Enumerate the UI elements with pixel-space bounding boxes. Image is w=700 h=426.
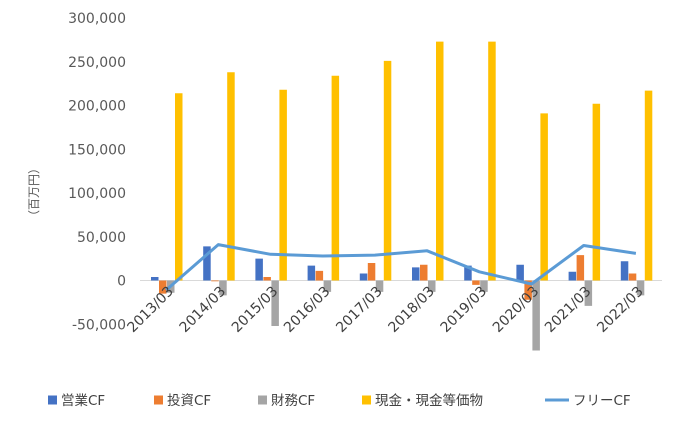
bar <box>428 280 436 292</box>
bar <box>644 90 653 281</box>
legend-label: 営業CF <box>61 393 105 409</box>
bar <box>271 280 279 326</box>
bar <box>524 280 532 300</box>
legend-label: 投資CF <box>167 393 211 409</box>
bar <box>420 264 428 281</box>
x-tick-label: 2019/03 <box>438 284 490 336</box>
bar <box>532 280 540 351</box>
x-tick-label: 2017/03 <box>333 284 385 336</box>
bar <box>279 89 287 281</box>
x-tick-label: 2013/03 <box>124 284 176 336</box>
bar <box>255 258 263 281</box>
y-axis-label-group: （百万円） <box>27 162 41 222</box>
line-series-free-cf <box>165 243 637 292</box>
y-tick-label: 0 <box>117 274 126 290</box>
bar <box>307 265 316 281</box>
legend-swatch <box>154 395 163 405</box>
legend-swatch <box>258 395 267 405</box>
bar <box>375 280 384 292</box>
bar <box>211 280 219 282</box>
bar <box>359 273 368 281</box>
bar <box>464 265 472 281</box>
bar <box>203 246 211 281</box>
x-tick-label: 2021/03 <box>542 284 594 336</box>
y-tick-label: 100,000 <box>68 186 126 202</box>
bar <box>383 60 392 281</box>
legend-swatch <box>362 395 371 405</box>
bar <box>516 264 524 281</box>
bar <box>480 280 488 292</box>
y-tick-label: 250,000 <box>68 55 126 71</box>
bar <box>472 280 480 285</box>
y-axis-label: （百万円） <box>27 162 41 222</box>
bar <box>331 75 340 281</box>
bar <box>576 255 585 281</box>
bar <box>159 280 167 294</box>
bar <box>436 41 444 281</box>
legend-label: 財務CF <box>271 393 315 409</box>
x-tick-label: 2014/03 <box>177 284 229 336</box>
legend-label: 現金・現金等価物 <box>375 392 483 409</box>
bar <box>412 267 420 281</box>
y-tick-label: 300,000 <box>68 11 126 27</box>
y-tick-label: 150,000 <box>68 142 126 158</box>
legend-label: フリーCF <box>573 393 631 409</box>
bar <box>488 41 496 281</box>
bar <box>219 280 227 296</box>
bar <box>540 113 548 281</box>
bar <box>315 270 324 281</box>
bar <box>151 277 159 281</box>
bar <box>175 93 183 281</box>
x-tick-label: 2018/03 <box>385 284 437 336</box>
x-tick-label: 2022/03 <box>594 284 646 336</box>
bar <box>636 280 645 296</box>
bar <box>568 271 577 281</box>
bar <box>620 261 629 281</box>
y-tick-label: -50,000 <box>72 317 126 333</box>
bar <box>227 72 235 281</box>
bar <box>263 277 271 281</box>
bar <box>584 280 593 306</box>
x-tick-label: 2016/03 <box>281 284 333 336</box>
bar <box>592 103 601 281</box>
bar <box>323 280 332 292</box>
bar <box>367 263 376 281</box>
y-tick-label: 50,000 <box>77 230 126 246</box>
bar <box>628 273 637 281</box>
y-tick-label: 200,000 <box>68 99 126 115</box>
legend-swatch <box>48 395 57 405</box>
